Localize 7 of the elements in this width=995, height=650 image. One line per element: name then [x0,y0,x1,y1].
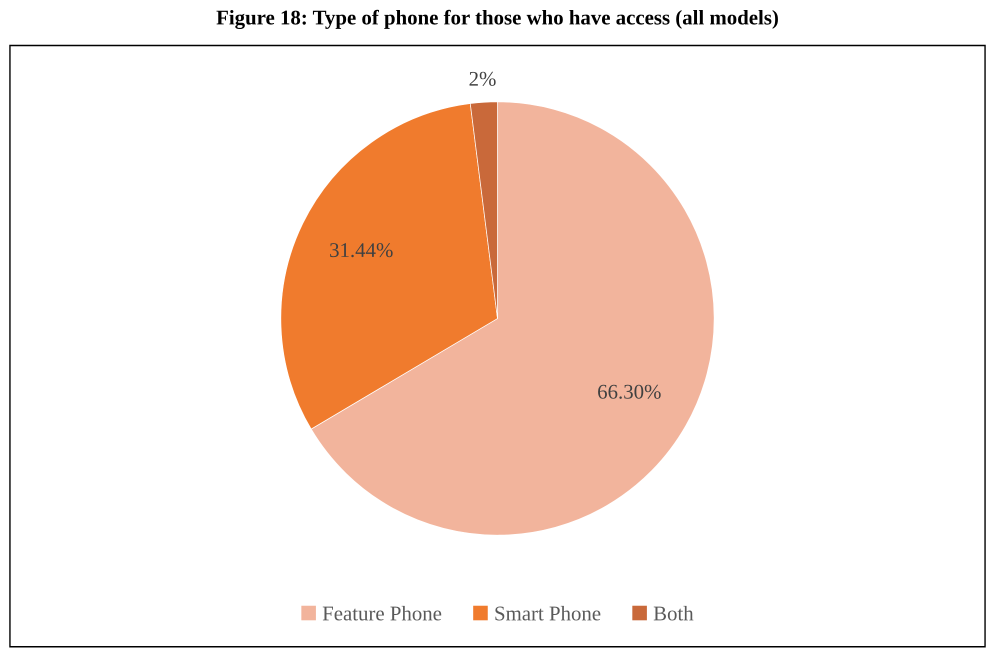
data-label: 66.30% [598,384,661,399]
legend-label: Feature Phone [322,606,442,621]
data-label: 2% [470,72,496,86]
chart-title: Figure 18: Type of phone for those who have access (all models) [216,10,778,30]
legend-label: Both [654,606,694,621]
legend-label: Smart Phone [495,606,600,621]
data-label: 31.44% [330,243,393,258]
